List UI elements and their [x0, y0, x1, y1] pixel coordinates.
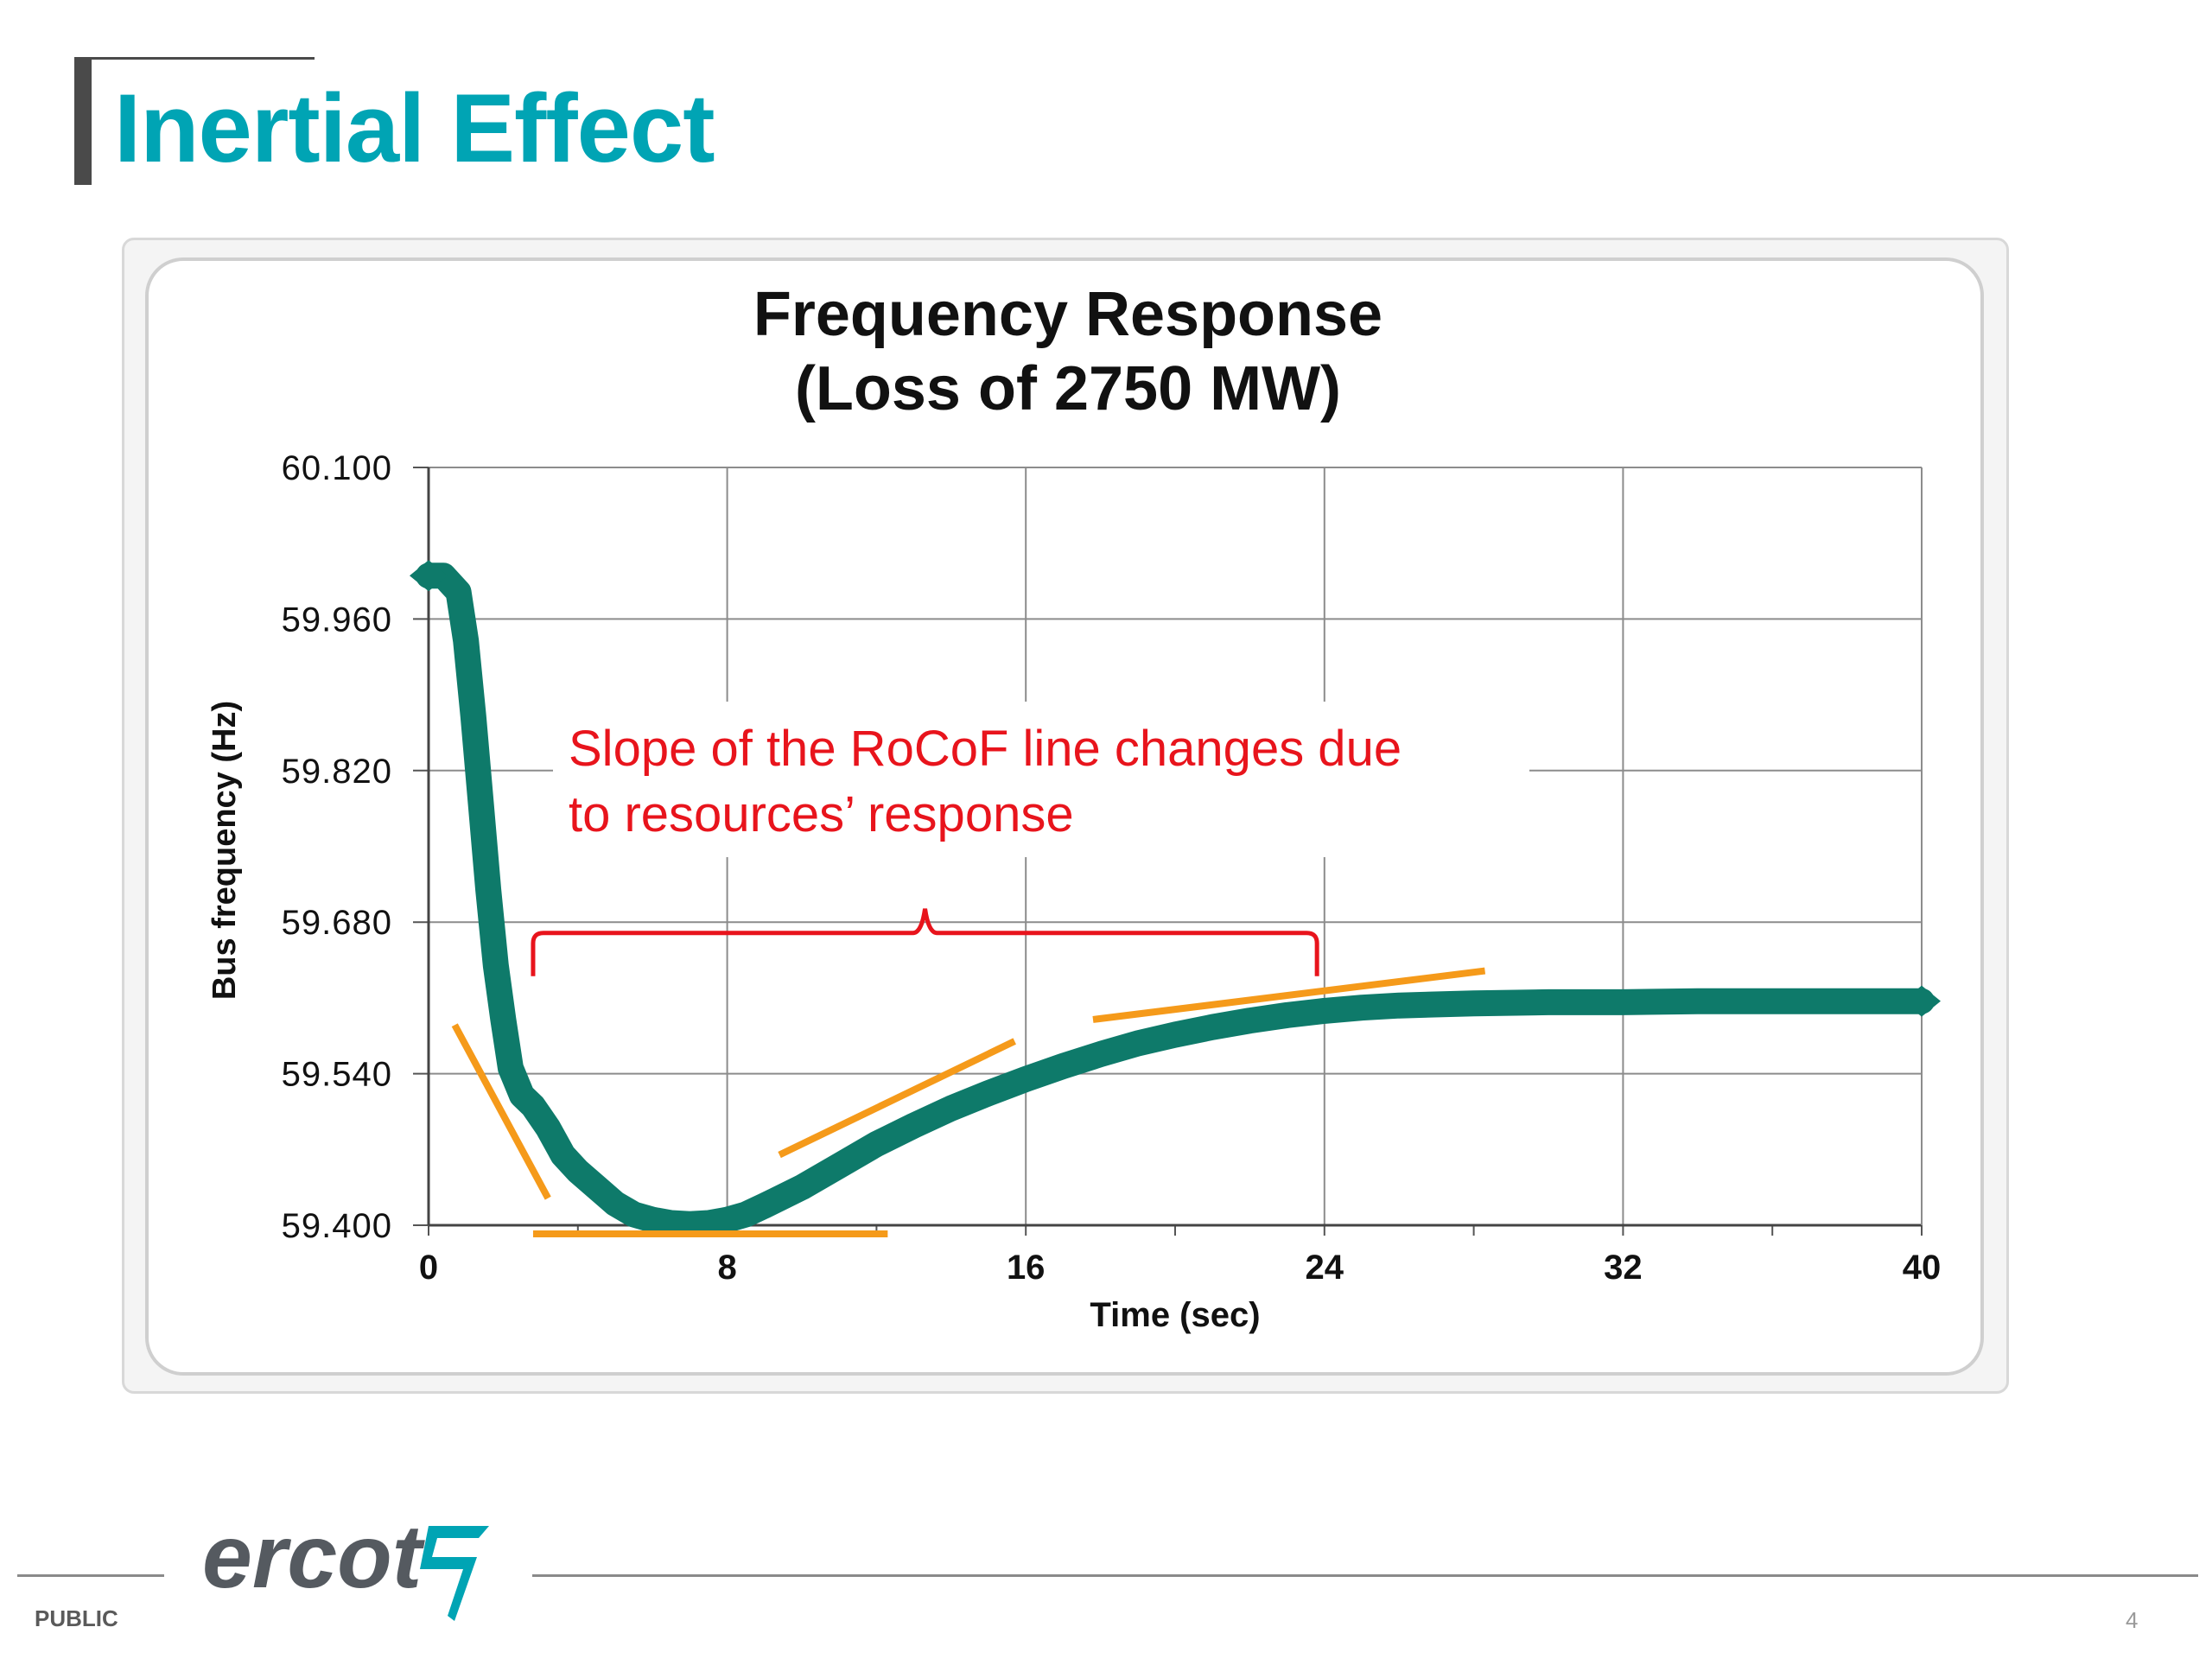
rocof-tangent-lines [451, 967, 1486, 1238]
y-axis-label: Bus frequency (Hz) [207, 701, 243, 1000]
x-tick-label: 24 [1306, 1249, 1344, 1287]
y-tick-label: 59.820 [282, 753, 392, 791]
y-tick-label: 59.540 [282, 1056, 392, 1094]
series-start-marker [410, 560, 448, 592]
x-tick-label: 40 [1903, 1249, 1942, 1287]
title-accent-bar [74, 57, 92, 185]
annotation-text-line-2: to resources’ response [569, 786, 1074, 842]
rocof-tangent-line [451, 1023, 551, 1200]
rocof-tangent-line [778, 1038, 1016, 1159]
x-tick-label: 8 [717, 1249, 736, 1287]
ercot-logo-icon [420, 1526, 489, 1621]
y-tick-label: 59.680 [282, 904, 392, 942]
rocof-tangent-line [1092, 967, 1486, 1023]
series-end-marker [1903, 985, 1941, 1017]
annotation-brace [531, 908, 1319, 976]
chart-series [410, 560, 1941, 1237]
x-axis-label: Time (sec) [1090, 1296, 1260, 1334]
y-tick-label: 59.960 [282, 601, 392, 639]
chart-title-line-2: (Loss of 2750 MW) [795, 354, 1341, 423]
slide-title: Inertial Effect [114, 74, 715, 182]
y-tick-label: 59.400 [282, 1207, 392, 1245]
x-tick-label: 0 [419, 1249, 438, 1287]
annotation-background [553, 702, 1529, 857]
title-accent-line [74, 57, 315, 60]
footer-rule-right [532, 1574, 2198, 1577]
frequency-series-line [416, 563, 1935, 1237]
x-tick-label: 32 [1604, 1249, 1643, 1287]
classification-label: PUBLIC [35, 1605, 118, 1631]
annotation-text-line-1: Slope of the RoCoF line changes due [569, 721, 1402, 777]
x-tick-label: 16 [1007, 1249, 1046, 1287]
page-number: 4 [2126, 1607, 2139, 1633]
x-axis-tick-labels: 0 8 16 24 32 40 [419, 1249, 1941, 1287]
chart-title-line-1: Frequency Response [753, 280, 1382, 349]
y-tick-label: 60.100 [282, 449, 392, 487]
ercot-logo-text: ercot [202, 1507, 423, 1607]
footer-rule-left [17, 1574, 164, 1577]
y-axis-tick-labels: 60.100 59.960 59.820 59.680 59.540 59.400 [282, 449, 392, 1245]
